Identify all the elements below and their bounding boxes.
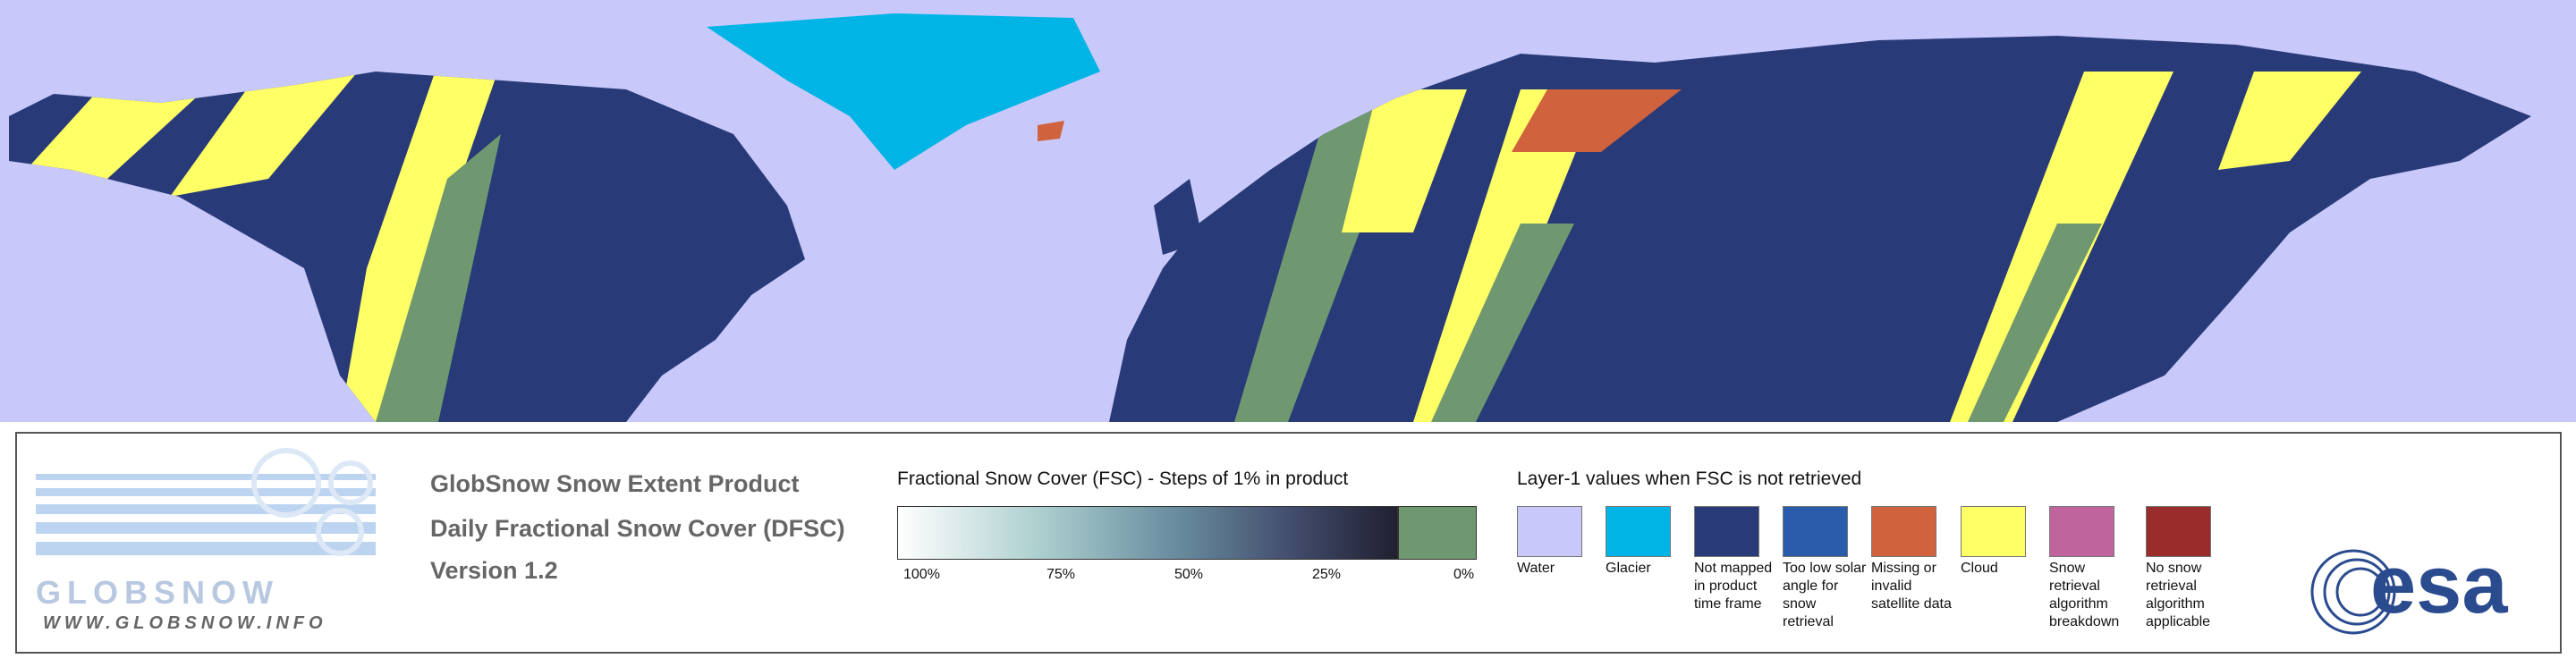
fsc-tick-label: 100% xyxy=(903,567,940,582)
legend-label: Cloud xyxy=(1961,561,1998,576)
legend-label: Snow retrieval algorithm breakdown xyxy=(2049,561,2120,629)
product-line: Daily Fractional Snow Cover (DFSC) xyxy=(430,515,845,542)
product-line: GlobSnow Snow Extent Product xyxy=(430,470,800,497)
fsc-tick-label: 75% xyxy=(1046,567,1076,582)
snow-map xyxy=(0,0,2576,422)
legend-swatch xyxy=(1871,506,1936,557)
layer1-title: Layer-1 values when FSC is not retrieved xyxy=(1517,469,1862,489)
legend-label: Not mapped in product time frame xyxy=(1694,561,1773,612)
legend-swatch xyxy=(1783,506,1848,557)
legend-swatch xyxy=(1517,506,1582,557)
legend-panel xyxy=(15,432,2562,654)
legend-label: Water xyxy=(1517,561,1555,576)
esa-logo: esa xyxy=(2370,539,2508,630)
legend-swatch xyxy=(2146,506,2211,557)
legend-label: No snow retrieval algorithm applicable xyxy=(2146,561,2211,629)
logo-url: WWW.GLOBSNOW.INFO xyxy=(43,613,327,633)
legend-swatch xyxy=(1961,506,2026,557)
fsc-title: Fractional Snow Cover (FSC) - Steps of 1… xyxy=(897,469,1349,489)
fsc-tick-label: 25% xyxy=(1312,567,1342,582)
legend-label: Glacier xyxy=(1606,561,1651,576)
fsc-colorbar xyxy=(897,506,1398,560)
fsc-tick-label: 0% xyxy=(1453,567,1475,582)
legend-swatch xyxy=(1606,506,1671,557)
fsc-tick-label: 50% xyxy=(1174,567,1204,582)
esa-emblem xyxy=(2310,549,2396,635)
no-snow-swatch xyxy=(1398,506,1477,560)
legend-label: Missing or invalid satellite data xyxy=(1871,561,1952,612)
logo-graphic xyxy=(36,448,376,556)
legend-label: Too low solar angle for snow retrieval xyxy=(1783,561,1867,629)
legend-swatch xyxy=(2049,506,2114,557)
legend-swatch xyxy=(1694,506,1759,557)
product-line: Version 1.2 xyxy=(430,557,558,584)
logo-name: GLOBSNOW xyxy=(36,574,279,611)
